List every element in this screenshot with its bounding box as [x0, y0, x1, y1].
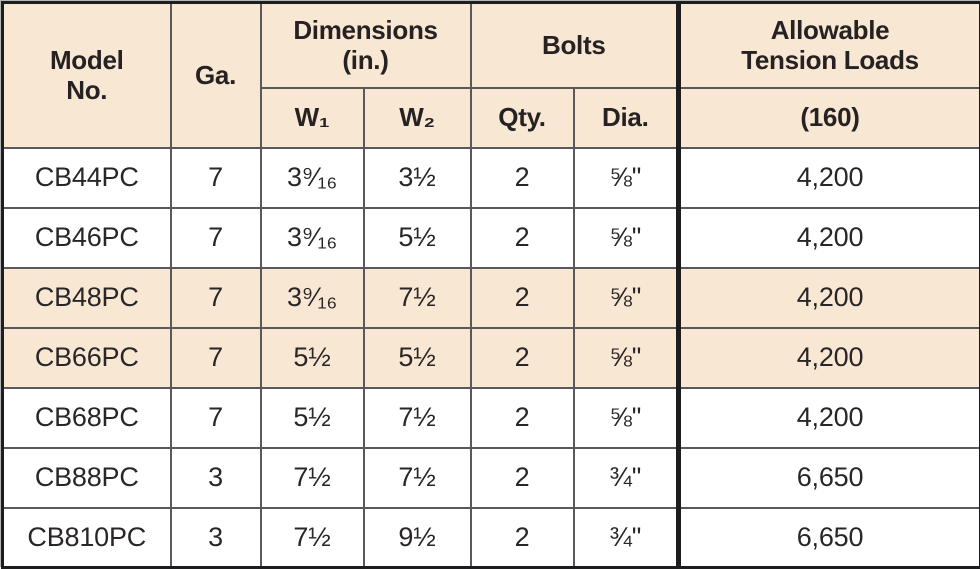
- cell-model-no: CB68PC: [3, 388, 171, 448]
- cell-allowable-load: 6,650: [679, 448, 980, 508]
- col-header-model-no: Model No.: [3, 3, 171, 148]
- cell-ga: 3: [171, 508, 261, 568]
- cell-bolt-qty: 2: [471, 448, 574, 508]
- cell-w2: 9½: [364, 508, 471, 568]
- cell-w1: 7½: [261, 508, 364, 568]
- col-header-dia: Dia.: [574, 88, 679, 148]
- cell-w2: 3½: [364, 148, 471, 208]
- cell-bolt-dia: ¾": [574, 448, 679, 508]
- cell-ga: 7: [171, 388, 261, 448]
- cell-allowable-load: 4,200: [679, 208, 980, 268]
- col-group-allowable-tension-loads: Allowable Tension Loads: [679, 3, 980, 88]
- cell-allowable-load: 4,200: [679, 148, 980, 208]
- col-header-load-160: (160): [679, 88, 980, 148]
- cell-w1: 5½: [261, 328, 364, 388]
- cell-bolt-qty: 2: [471, 148, 574, 208]
- cell-bolt-dia: ¾": [574, 508, 679, 568]
- col-header-qty: Qty.: [471, 88, 574, 148]
- table-row: CB88PC 3 7½ 7½ 2 ¾" 6,650: [3, 448, 980, 508]
- cell-w2: 5½: [364, 328, 471, 388]
- col-group-bolts: Bolts: [471, 3, 679, 88]
- table-row: CB68PC 7 5½ 7½ 2 ⅝" 4,200: [3, 388, 980, 448]
- cell-bolt-qty: 2: [471, 388, 574, 448]
- cell-ga: 3: [171, 448, 261, 508]
- cell-allowable-load: 6,650: [679, 508, 980, 568]
- cell-model-no: CB48PC: [3, 268, 171, 328]
- cell-model-no: CB46PC: [3, 208, 171, 268]
- cell-bolt-dia: ⅝": [574, 388, 679, 448]
- cell-w1: 7½: [261, 448, 364, 508]
- cell-model-no: CB44PC: [3, 148, 171, 208]
- cell-bolt-dia: ⅝": [574, 148, 679, 208]
- cell-ga: 7: [171, 148, 261, 208]
- cell-model-no: CB88PC: [3, 448, 171, 508]
- table-row: CB48PC 7 3⁹⁄₁₆ 7½ 2 ⅝" 4,200: [3, 268, 980, 328]
- table-body: CB44PC 7 3⁹⁄₁₆ 3½ 2 ⅝" 4,200 CB46PC 7 3⁹…: [3, 148, 980, 568]
- cell-w2: 7½: [364, 388, 471, 448]
- cell-w2: 7½: [364, 268, 471, 328]
- table-header: Model No. Ga. Dimensions (in.) Bolts All…: [3, 3, 980, 148]
- cell-bolt-dia: ⅝": [574, 268, 679, 328]
- cell-w1: 3⁹⁄₁₆: [261, 148, 364, 208]
- cell-allowable-load: 4,200: [679, 388, 980, 448]
- cell-bolt-dia: ⅝": [574, 328, 679, 388]
- table-row: CB44PC 7 3⁹⁄₁₆ 3½ 2 ⅝" 4,200: [3, 148, 980, 208]
- cell-model-no: CB66PC: [3, 328, 171, 388]
- col-header-w2: W₂: [364, 88, 471, 148]
- cell-bolt-dia: ⅝": [574, 208, 679, 268]
- cell-w1: 3⁹⁄₁₆: [261, 268, 364, 328]
- cell-bolt-qty: 2: [471, 268, 574, 328]
- col-header-w1: W₁: [261, 88, 364, 148]
- cell-ga: 7: [171, 208, 261, 268]
- cell-allowable-load: 4,200: [679, 328, 980, 388]
- cell-allowable-load: 4,200: [679, 268, 980, 328]
- col-group-dimensions: Dimensions (in.): [261, 3, 471, 88]
- cell-ga: 7: [171, 268, 261, 328]
- table-row: CB810PC 3 7½ 9½ 2 ¾" 6,650: [3, 508, 980, 568]
- cell-bolt-qty: 2: [471, 328, 574, 388]
- cell-w2: 7½: [364, 448, 471, 508]
- cell-w1: 3⁹⁄₁₆: [261, 208, 364, 268]
- cell-w1: 5½: [261, 388, 364, 448]
- cell-ga: 7: [171, 328, 261, 388]
- header-row-groups: Model No. Ga. Dimensions (in.) Bolts All…: [3, 3, 980, 88]
- col-header-ga: Ga.: [171, 3, 261, 148]
- table-row: CB46PC 7 3⁹⁄₁₆ 5½ 2 ⅝" 4,200: [3, 208, 980, 268]
- cell-bolt-qty: 2: [471, 208, 574, 268]
- cell-model-no: CB810PC: [3, 508, 171, 568]
- cell-bolt-qty: 2: [471, 508, 574, 568]
- table-row: CB66PC 7 5½ 5½ 2 ⅝" 4,200: [3, 328, 980, 388]
- cell-w2: 5½: [364, 208, 471, 268]
